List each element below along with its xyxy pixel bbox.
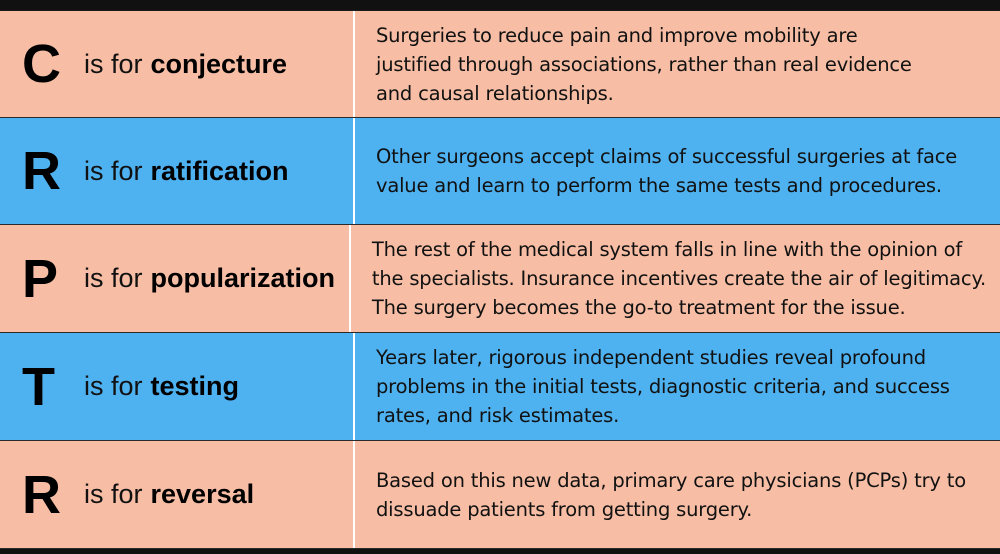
description-text: Surgeries to reduce pain and improve mob… <box>376 21 912 108</box>
description-line: Based on this new data, primary care phy… <box>376 468 966 492</box>
description-text: Based on this new data, primary care phy… <box>376 466 966 524</box>
description-cell: Years later, rigorous independent studie… <box>355 333 1000 440</box>
term-prefix: is for <box>84 263 143 293</box>
table-row-reversal: R is for reversal Based on this new data… <box>0 441 1000 549</box>
term-prefix: is for <box>84 155 143 186</box>
term-cell: R is for ratification <box>0 118 355 224</box>
description-text: Years later, rigorous independent studie… <box>376 343 950 430</box>
term-prefix: is for <box>84 48 143 79</box>
description-cell: Based on this new data, primary care phy… <box>355 441 1000 548</box>
term-word: ratification <box>150 155 289 186</box>
description-cell: The rest of the medical system falls in … <box>351 225 1000 332</box>
term-cell: C is for conjecture <box>0 11 355 117</box>
term-letter: T <box>22 356 55 417</box>
description-line: and causal relationships. <box>376 81 614 105</box>
term-letter: R <box>22 464 61 525</box>
term-word: reversal <box>150 479 255 509</box>
description-line: Surgeries to reduce pain and improve mob… <box>376 23 858 47</box>
table-row-popularization: P is for popularization The rest of the … <box>0 225 1000 333</box>
term-letter: R <box>22 141 61 201</box>
term-letter: C <box>22 34 61 94</box>
term-prefix: is for <box>84 479 143 509</box>
description-line: dissuade patients from getting surgery. <box>376 497 753 521</box>
description-line: The rest of the medical system falls in … <box>371 238 963 261</box>
term-word: testing <box>150 371 240 401</box>
table-row-testing: T is for testing Years later, rigorous i… <box>0 333 1000 441</box>
term-cell: P is for popularization <box>0 225 351 332</box>
term-word: popularization <box>150 263 336 293</box>
crptr-table: C is for conjecture Surgeries to reduce … <box>0 10 1000 549</box>
term-cell: T is for testing <box>0 333 355 440</box>
term-word: conjecture <box>150 48 288 79</box>
description-cell: Other surgeons accept claims of successf… <box>355 118 1000 224</box>
description-text: Other surgeons accept claims of successf… <box>376 142 957 200</box>
description-line: The surgery becomes the go-to treatment … <box>371 296 906 319</box>
description-line: value and learn to perform the same test… <box>376 174 942 197</box>
term-cell: R is for reversal <box>0 441 355 548</box>
description-text: The rest of the medical system falls in … <box>372 235 986 322</box>
description-line: rates, and risk estimates. <box>376 404 620 427</box>
description-line: Other surgeons accept claims of successf… <box>376 145 958 168</box>
table-row-ratification: R is for ratification Other surgeons acc… <box>0 118 1000 225</box>
description-line: problems in the initial tests, diagnosti… <box>376 375 950 398</box>
description-cell: Surgeries to reduce pain and improve mob… <box>355 11 1000 117</box>
description-line: Years later, rigorous independent studie… <box>376 346 926 369</box>
term-letter: P <box>22 248 59 309</box>
table-row-conjecture: C is for conjecture Surgeries to reduce … <box>0 11 1000 118</box>
description-line: the specialists. Insurance incentives cr… <box>371 267 986 290</box>
term-prefix: is for <box>84 371 143 401</box>
description-line: justified through associations, rather t… <box>376 52 912 76</box>
